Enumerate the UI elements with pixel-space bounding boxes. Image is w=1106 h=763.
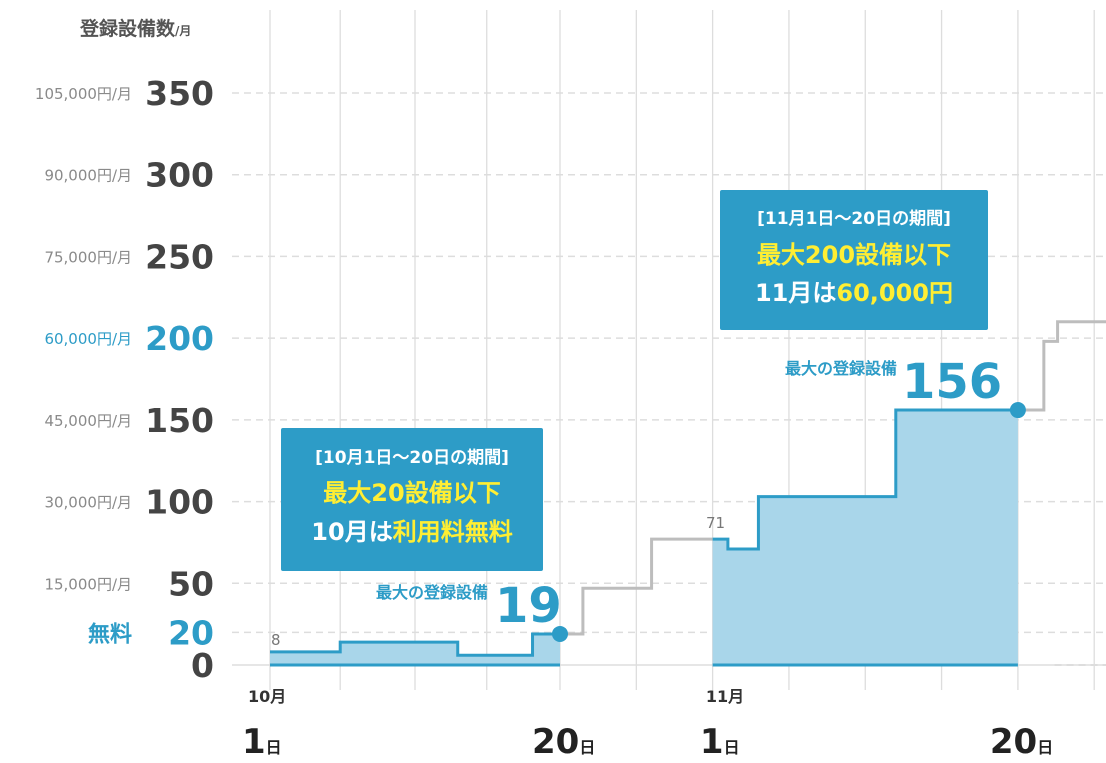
peak-october-dot <box>552 626 568 642</box>
callout-november-limit: 最大200設備以下 <box>757 241 951 269</box>
y-tick-300: 300 <box>145 156 214 195</box>
x-day-number: 1 <box>700 722 724 762</box>
x-day-number: 20 <box>532 722 579 762</box>
peak-october-value: 19 <box>495 578 562 634</box>
y-tick-150: 150 <box>145 401 214 440</box>
callout-november-period: [11月1日〜20日の期間] <box>757 209 951 229</box>
price-label-250: 75,000円/月 <box>44 248 132 266</box>
y-tick-50: 50 <box>168 564 214 603</box>
peak-october-label: 最大の登録設備 <box>376 583 488 602</box>
callout-october-limit: 最大20設備以下 <box>323 479 500 507</box>
price-free-label: 無料 <box>88 621 132 647</box>
y-axis-title: 登録設備数/月 <box>79 17 191 40</box>
price-label-350: 105,000円/月 <box>35 85 132 103</box>
y-tick-20: 20 <box>168 613 214 652</box>
callout-october-period: [10月1日〜20日の期間] <box>315 448 509 468</box>
price-label-100: 30,000円/月 <box>44 494 132 512</box>
x-month-label: 11月 <box>706 687 744 706</box>
callout-october: [10月1日〜20日の期間] 最大20設備以下 10月は利用料無料 <box>281 428 543 571</box>
y-tick-100: 100 <box>145 483 214 522</box>
y-tick-200: 200 <box>145 319 214 358</box>
x-day-number: 1 <box>242 722 266 762</box>
x-day-suffix: 日 <box>1037 738 1053 757</box>
peak-october: 最大の登録設備 19 <box>376 578 562 634</box>
peak-november-label: 最大の登録設備 <box>785 359 897 378</box>
x-day-suffix: 日 <box>266 738 282 757</box>
price-label-150: 45,000円/月 <box>44 412 132 430</box>
y-tick-250: 250 <box>145 237 214 276</box>
x-month-label: 10月 <box>248 687 286 706</box>
callout-november-price: 11月は60,000円 <box>755 279 953 307</box>
callout-october-price: 10月は利用料無料 <box>311 518 512 546</box>
price-label-50: 15,000円/月 <box>44 575 132 593</box>
x-day-number: 20 <box>990 722 1037 762</box>
peak-november-value: 156 <box>902 354 1002 410</box>
x-day-suffix: 日 <box>579 738 595 757</box>
x-day-label: 1日 <box>242 722 282 762</box>
y-axis: 登録設備数/月 020無料5015,000円/月10030,000円/月1504… <box>35 17 214 685</box>
x-day-label: 20日 <box>990 722 1053 762</box>
callout-november: [11月1日〜20日の期間] 最大200設備以下 11月は60,000円 <box>720 190 988 330</box>
peak-november: 最大の登録設備 156 <box>785 354 1002 410</box>
price-label-300: 90,000円/月 <box>44 167 132 185</box>
y-tick-350: 350 <box>145 74 214 113</box>
start-value-label: 8 <box>271 631 281 649</box>
x-day-label: 20日 <box>532 722 595 762</box>
price-label-200: 60,000円/月 <box>44 330 132 348</box>
x-day-suffix: 日 <box>724 738 740 757</box>
peak-november-dot <box>1010 402 1026 418</box>
x-day-label: 1日 <box>700 722 740 762</box>
series-line-after <box>1018 322 1106 410</box>
nov-start-value-label: 71 <box>706 514 725 532</box>
